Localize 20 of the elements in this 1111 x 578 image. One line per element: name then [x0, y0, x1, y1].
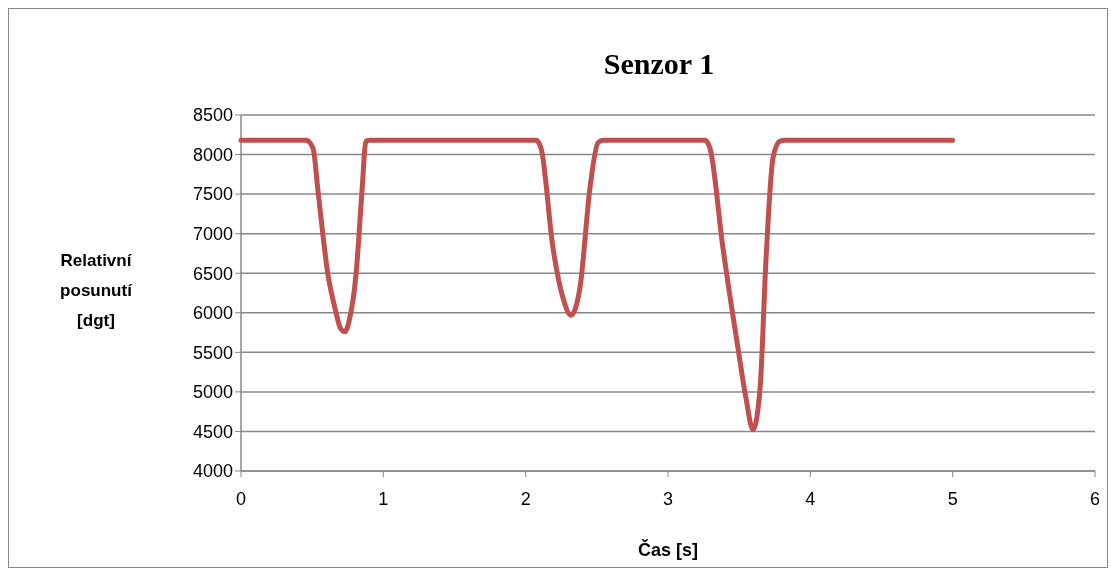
x-tick-label: 6 [1089, 489, 1101, 509]
chart-title: Senzor 1 [603, 47, 715, 80]
y-tick-label: 6000 [192, 303, 233, 324]
x-tick-label: 1 [378, 489, 389, 509]
y-tick-label: 8000 [192, 144, 233, 165]
y-tick-label: 5000 [192, 382, 233, 403]
y-tick-label: 4000 [192, 461, 233, 482]
y-tick-label: 8500 [192, 105, 233, 126]
y-tick-label: 7000 [192, 223, 233, 244]
y-tick-label: 7500 [192, 184, 233, 205]
x-axis-title: Čas [s] [637, 539, 699, 560]
x-tick-label: 4 [805, 489, 816, 509]
y-tick-label: 4500 [192, 421, 233, 442]
x-tick-label: 2 [520, 489, 531, 509]
y-tick-label: 6500 [192, 263, 233, 284]
x-tick-label: 5 [947, 489, 958, 509]
x-tick-label: 0 [235, 489, 247, 509]
x-tick-label: 3 [662, 489, 674, 509]
y-axis-title: Relativní posunutí [dgt] [60, 251, 134, 330]
y-tick-label: 5500 [192, 342, 233, 363]
